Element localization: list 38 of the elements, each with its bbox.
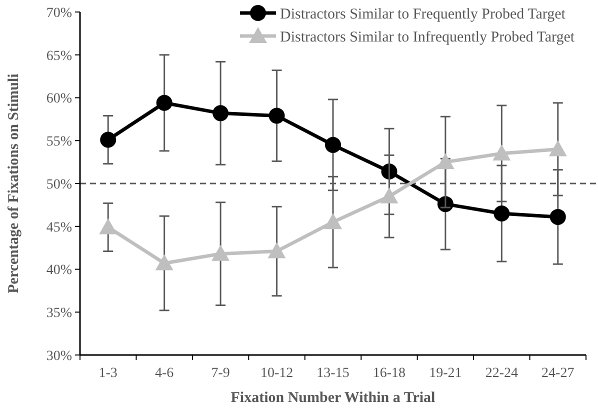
y-tick-label: 45% — [46, 220, 72, 236]
x-axis-title: Fixation Number Within a Trial — [230, 390, 436, 406]
y-tick-label: 50% — [46, 177, 72, 192]
y-tick-label: 70% — [46, 6, 72, 21]
y-tick-label: 35% — [46, 306, 72, 322]
y-tick-label: 55% — [46, 134, 72, 150]
point — [155, 254, 174, 270]
legend-label: Distractors Similar to Frequently Probed Target — [280, 6, 566, 22]
y-tick-label: 65% — [46, 48, 72, 64]
x-tick-label: 4-6 — [154, 366, 174, 381]
point — [492, 144, 511, 160]
point — [550, 208, 566, 225]
point — [436, 153, 454, 170]
legend-label: Distractors Similar to Infrequently Probed Target — [280, 29, 576, 46]
y-tick-label: 30% — [46, 348, 72, 364]
y-axis-title: Percentage of Fixations on Stimuli — [6, 74, 22, 294]
point — [99, 218, 118, 234]
x-tick-label: 19-21 — [429, 366, 462, 381]
x-tick-label: 22-24 — [485, 366, 518, 381]
x-tick-label: 7-9 — [211, 366, 230, 381]
point — [380, 187, 398, 204]
y-tick-label: 40% — [46, 263, 72, 278]
point — [212, 244, 230, 261]
x-tick-label: 10-12 — [260, 366, 294, 381]
point — [548, 140, 567, 156]
point — [324, 213, 342, 230]
point — [325, 136, 341, 153]
y-tick-label: 60% — [46, 92, 72, 107]
x-tick-label: 13-15 — [316, 366, 350, 381]
point — [268, 242, 286, 258]
point — [100, 132, 116, 148]
x-tick-label: 16-18 — [372, 366, 406, 381]
point — [494, 206, 510, 222]
point — [212, 105, 229, 122]
point — [156, 94, 172, 111]
x-tick-label: 1-3 — [98, 366, 118, 381]
point — [268, 108, 285, 124]
x-tick-label: 24-27 — [542, 366, 574, 381]
